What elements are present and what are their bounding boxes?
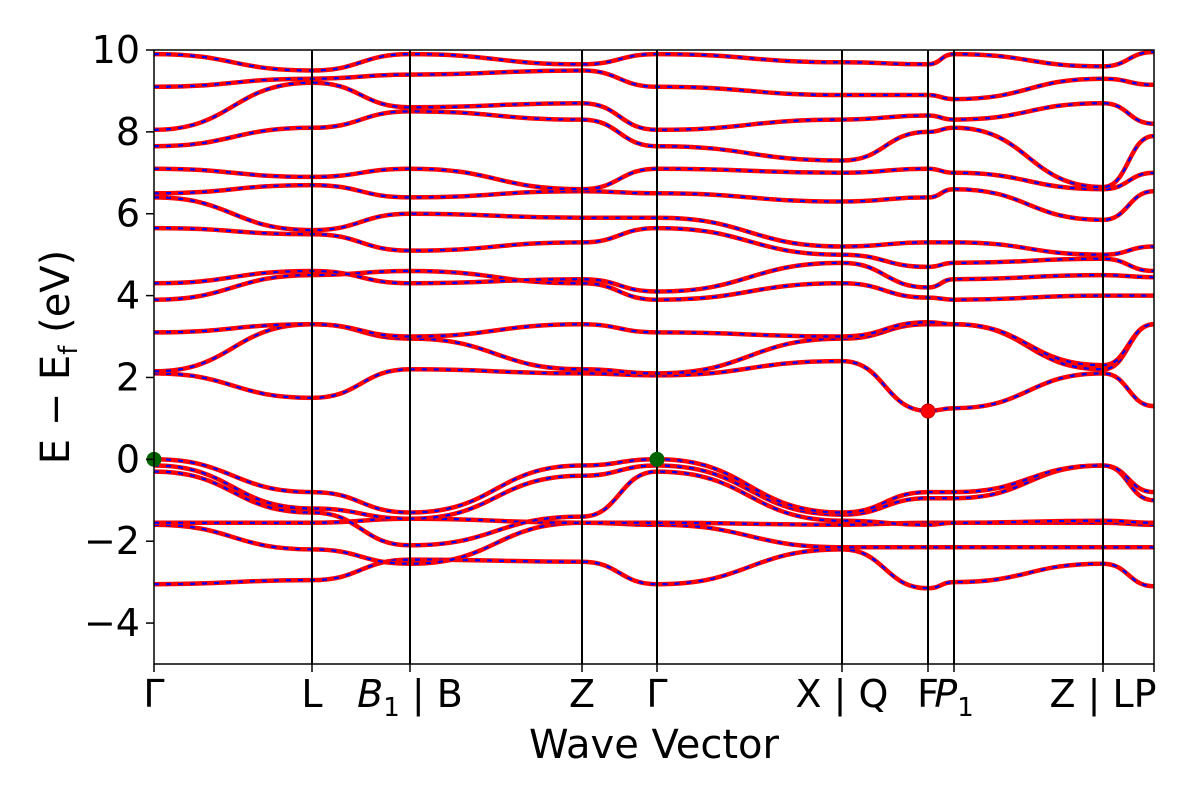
band-16-spin-down [154, 81, 1154, 131]
kpoint-label: Z [569, 672, 595, 716]
band-8-spin-down [154, 321, 1154, 367]
band-10-spin-down [154, 261, 1154, 293]
high-symmetry-lines [311, 50, 1104, 664]
band-16-spin-up [154, 80, 1154, 133]
plot-frame [153, 49, 1155, 665]
band-5-spin-down [154, 458, 1154, 514]
band-9-spin-up [154, 268, 1154, 302]
band-edge-markers [146, 403, 936, 467]
y-tick-label: −4 [84, 601, 140, 645]
band-6-spin-up [154, 358, 1154, 414]
band-1-spin-up [154, 520, 1154, 566]
kpoint-label: X | Q [796, 672, 889, 717]
cbm-marker-2 [920, 403, 936, 419]
x-axis-label: Wave Vector [529, 722, 780, 768]
vbm-marker-1 [649, 451, 665, 467]
band-11-spin-up [154, 225, 1154, 274]
kpoint-label: F [917, 672, 939, 716]
band-15-spin-down [154, 110, 1154, 189]
y-axis-ticks: 10 8 6 4 2 0 −2 −4 [84, 28, 154, 645]
kpoint-label: Γ [143, 672, 164, 716]
band-8-spin-up [154, 319, 1154, 368]
y-tick-label: 6 [116, 192, 140, 236]
y-tick-label: 10 [92, 28, 140, 72]
kpoint-label: Γ [646, 672, 667, 716]
band-4-spin-up [154, 463, 1154, 521]
y-tick-label: 0 [116, 437, 140, 481]
band-6-spin-down [154, 359, 1154, 413]
band-12-spin-down [154, 196, 1154, 256]
band-13-spin-down [154, 183, 1154, 222]
band-0-spin-up [154, 547, 1154, 591]
x-axis-ticks: Γ L B1 | B Z Γ X | Q FP1 Z | LP [143, 664, 1157, 723]
bands-layer [154, 50, 1154, 591]
kpoint-label: L [301, 672, 322, 716]
kpoint-label: B1 | B [357, 672, 463, 723]
band-11-spin-down [154, 226, 1154, 273]
kpoint-label: P1 [934, 672, 973, 723]
kpoint-label: Z | LP [1049, 672, 1156, 717]
y-tick-label: 4 [116, 274, 140, 318]
band-13-spin-up [154, 182, 1154, 223]
y-tick-label: 8 [116, 110, 140, 154]
band-1-spin-down [154, 521, 1154, 565]
band-17-spin-down [154, 69, 1154, 101]
band-14-spin-down [154, 167, 1154, 191]
y-tick-label: −2 [84, 519, 140, 563]
band-3-spin-down [154, 470, 1154, 547]
band-18-spin-down [154, 50, 1154, 72]
band-0-spin-down [154, 548, 1154, 590]
y-axis-label: E − Ef (eV) [33, 250, 84, 465]
y-tick-label: 2 [116, 355, 140, 399]
